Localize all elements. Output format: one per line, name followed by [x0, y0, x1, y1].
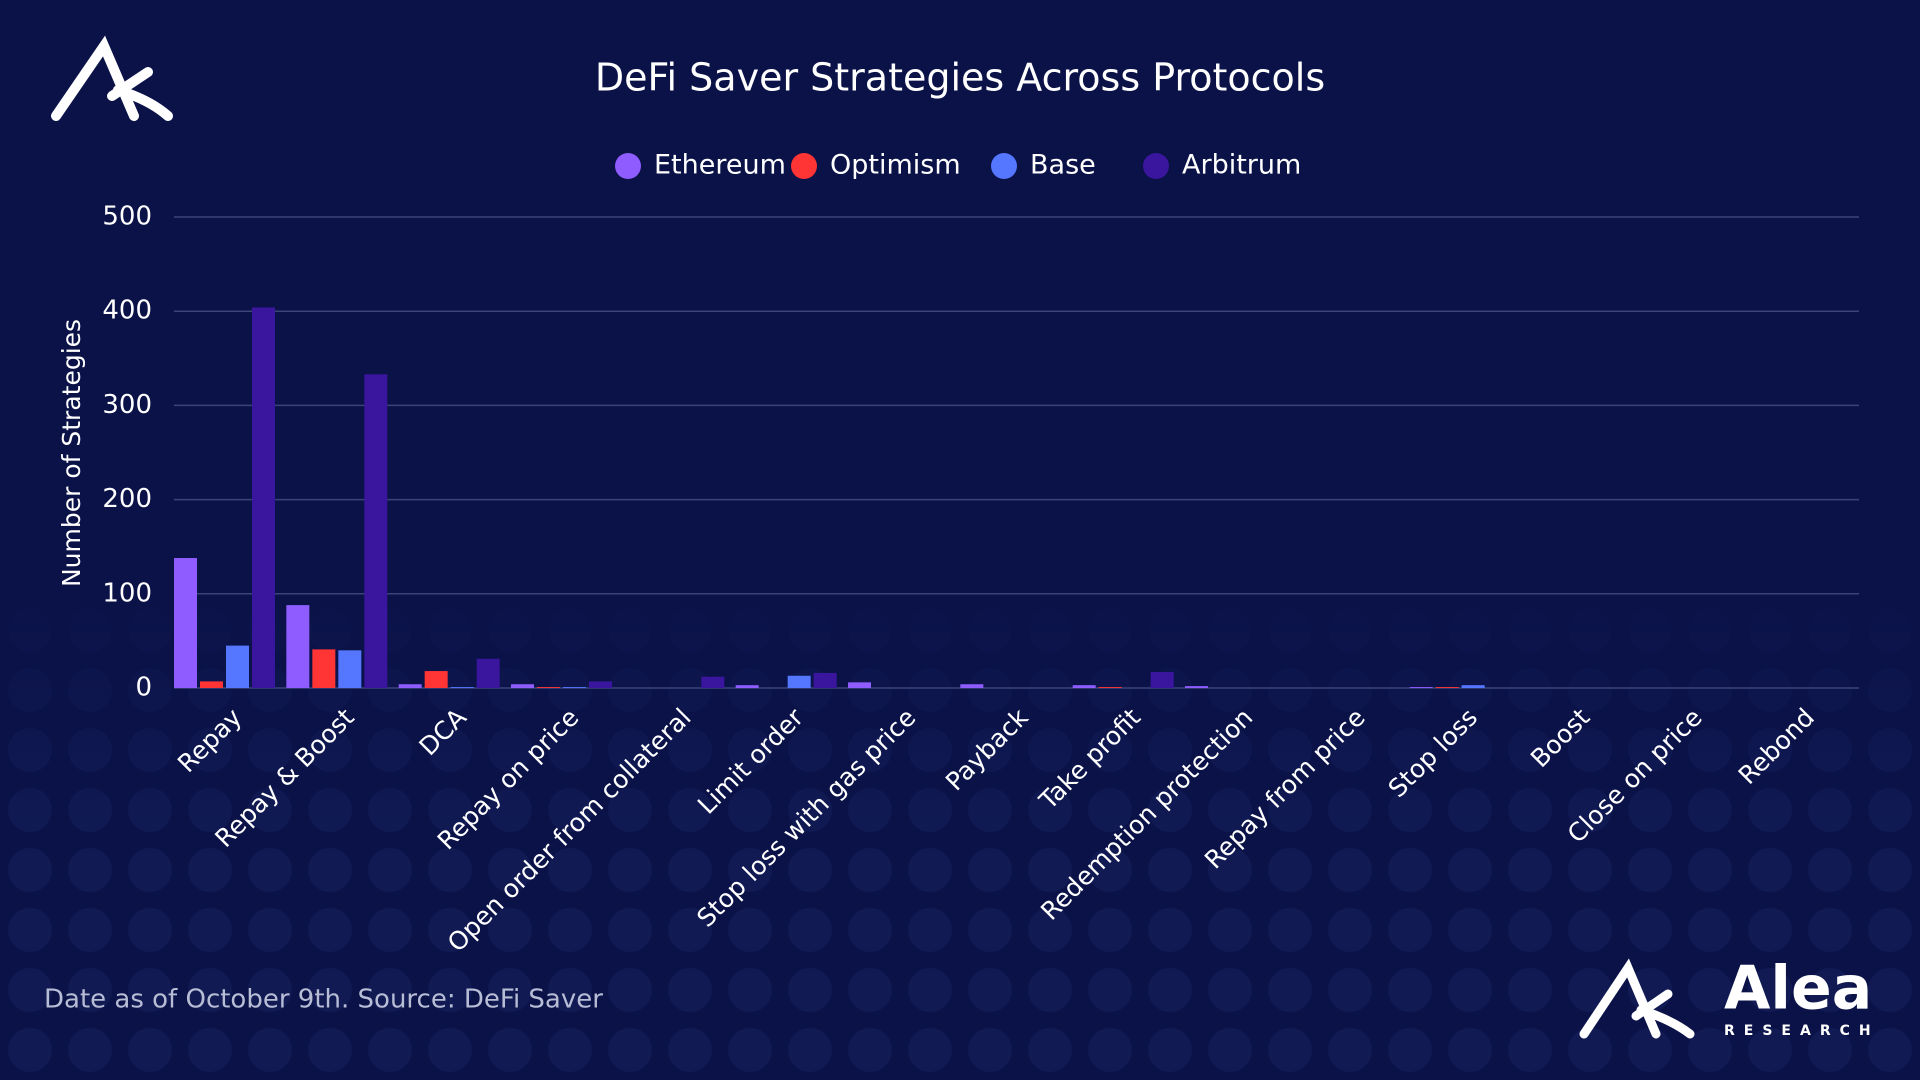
bar — [701, 676, 725, 688]
bar — [1150, 671, 1174, 688]
bar — [364, 374, 388, 688]
bar — [1185, 686, 1208, 688]
bar — [813, 672, 837, 688]
brand-name: Alea — [1724, 954, 1872, 1024]
bar — [1461, 685, 1485, 688]
y-tick-label: 300 — [102, 390, 152, 420]
bar — [960, 684, 984, 688]
background-fade — [0, 580, 1920, 840]
bar — [511, 684, 534, 688]
legend-swatch — [991, 153, 1017, 179]
bar — [476, 658, 500, 688]
legend-label: Arbitrum — [1182, 150, 1301, 181]
y-tick-label: 0 — [135, 673, 152, 703]
bar — [563, 687, 586, 688]
y-axis-label: Number of Strategies — [57, 319, 86, 587]
bar — [424, 671, 448, 688]
bottom-logo — [1579, 958, 1695, 1039]
bar — [252, 307, 275, 688]
legend-swatch — [1143, 153, 1169, 179]
legend-label: Optimism — [830, 150, 961, 181]
bar — [312, 649, 336, 688]
bar — [1435, 687, 1459, 688]
bar — [226, 645, 249, 688]
bar — [1409, 687, 1433, 688]
y-tick-label: 100 — [102, 578, 152, 608]
bar — [848, 682, 871, 688]
bar — [398, 684, 422, 688]
bar — [200, 681, 223, 688]
bar — [450, 687, 474, 688]
bar — [735, 685, 759, 688]
top-logo — [51, 35, 173, 121]
bar — [174, 558, 197, 688]
legend-swatch — [791, 153, 817, 179]
bar — [286, 605, 310, 688]
legend-label: Base — [1030, 150, 1096, 181]
legend-swatch — [615, 153, 641, 179]
y-tick-label: 200 — [102, 484, 152, 514]
y-tick-label: 500 — [102, 202, 152, 232]
legend-label: Ethereum — [654, 150, 786, 181]
bar — [537, 687, 560, 688]
bar — [1098, 687, 1122, 688]
bar — [338, 650, 362, 688]
bar — [589, 681, 612, 688]
bar — [1072, 685, 1096, 688]
footer-source: Date as of October 9th. Source: DeFi Sav… — [44, 985, 603, 1015]
chart-title: DeFi Saver Strategies Across Protocols — [595, 56, 1325, 100]
bar — [787, 675, 811, 688]
brand-tagline: RESEARCH — [1724, 1023, 1880, 1039]
y-tick-label: 400 — [102, 296, 152, 326]
